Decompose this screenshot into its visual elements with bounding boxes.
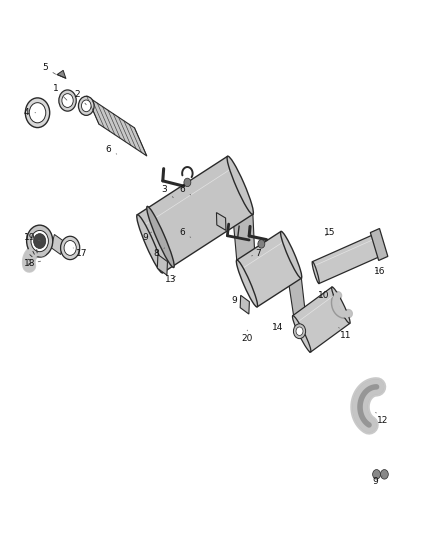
Circle shape [62,94,73,108]
Text: 9: 9 [142,232,152,242]
Text: 15: 15 [324,228,336,237]
Polygon shape [87,96,147,156]
Ellipse shape [280,231,302,278]
Ellipse shape [293,316,311,352]
Circle shape [296,327,303,335]
Circle shape [27,225,53,257]
Polygon shape [137,156,253,273]
Polygon shape [293,287,350,352]
Circle shape [60,236,80,260]
Circle shape [29,103,46,123]
Text: 17: 17 [73,248,88,258]
Ellipse shape [332,287,350,324]
Text: 11: 11 [339,327,351,340]
Text: 10: 10 [318,291,329,300]
Polygon shape [57,70,66,78]
Ellipse shape [312,262,319,284]
Ellipse shape [137,215,163,273]
Text: 9: 9 [373,476,382,486]
Polygon shape [216,213,226,230]
Text: 7: 7 [252,249,261,258]
Text: 1: 1 [53,84,67,100]
Circle shape [59,90,76,111]
Ellipse shape [227,156,253,214]
Text: 6: 6 [179,185,191,195]
Polygon shape [228,156,257,307]
Polygon shape [371,229,388,261]
Ellipse shape [375,233,383,255]
Text: 13: 13 [166,275,177,284]
Circle shape [31,230,48,252]
Text: 12: 12 [376,413,388,425]
Text: 4: 4 [24,108,35,117]
Circle shape [81,100,91,112]
Polygon shape [157,255,167,275]
Ellipse shape [147,206,174,268]
Text: 18: 18 [24,260,41,268]
Text: 8: 8 [153,248,165,258]
Ellipse shape [258,240,265,248]
Circle shape [34,233,46,248]
Text: 6: 6 [105,146,117,155]
Polygon shape [51,235,64,255]
Text: 9: 9 [231,296,237,305]
Text: 20: 20 [242,330,253,343]
Polygon shape [237,231,301,307]
Ellipse shape [184,178,191,187]
Circle shape [64,240,76,255]
Ellipse shape [373,470,381,479]
Ellipse shape [237,260,258,307]
Ellipse shape [381,470,389,479]
Text: 16: 16 [374,268,386,276]
Text: 14: 14 [272,323,283,332]
Circle shape [78,96,94,115]
Text: 2: 2 [75,90,86,105]
Polygon shape [281,231,310,353]
Text: 19: 19 [24,233,41,242]
Polygon shape [240,295,249,314]
Text: 3: 3 [162,185,173,198]
Circle shape [25,98,49,127]
Polygon shape [312,233,382,284]
Text: 5: 5 [42,63,56,74]
Circle shape [293,324,306,338]
Text: 6: 6 [179,228,191,237]
